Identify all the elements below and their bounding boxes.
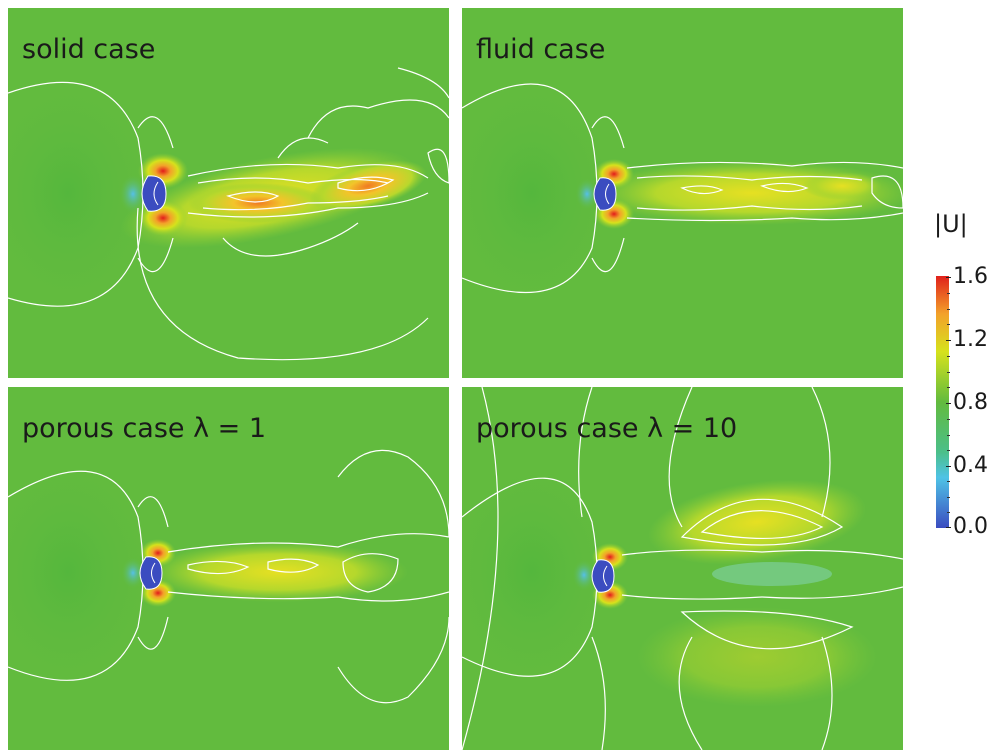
colorbar-minor-tick xyxy=(947,497,950,498)
colorbar-minor-tick xyxy=(947,450,950,451)
colorbar-minor-tick xyxy=(947,387,950,388)
colorbar-minor-tick xyxy=(947,435,950,436)
porous-case-lambda-1-flow-field xyxy=(8,387,449,750)
colorbar-minor-tick xyxy=(947,372,950,373)
colorbar-tick-label: 1.6 xyxy=(953,264,988,289)
panel-title: porous case λ = 10 xyxy=(476,413,738,444)
colorbar-title: |U| xyxy=(934,210,968,238)
colorbar-minor-tick xyxy=(947,309,950,310)
panel-title: solid case xyxy=(22,34,156,65)
colorbar-tick-mark xyxy=(946,466,951,467)
fluid-case-panel: fluid case xyxy=(462,8,903,378)
colorbar-minor-tick xyxy=(947,324,950,325)
colorbar-tick-mark xyxy=(946,340,951,341)
colorbar-minor-tick xyxy=(947,481,950,482)
porous-case-lambda-10-flow-field xyxy=(462,387,903,750)
colorbar-tick-label: 0.8 xyxy=(953,390,988,415)
porous-case-lambda-10-panel: porous case λ = 10 xyxy=(462,387,903,750)
colorbar-tick-mark xyxy=(946,403,951,404)
colorbar-minor-tick xyxy=(947,419,950,420)
panel-title: porous case λ = 1 xyxy=(22,413,267,444)
solid-case-panel: solid case xyxy=(8,8,449,378)
colorbar-minor-tick xyxy=(947,293,950,294)
colorbar xyxy=(936,276,949,528)
colorbar-tick-label: 0.0 xyxy=(953,514,988,539)
colorbar-minor-tick xyxy=(947,356,950,357)
solid-case-flow-field xyxy=(8,8,449,378)
porous-case-lambda-1-panel: porous case λ = 1 xyxy=(8,387,449,750)
colorbar-tick-mark xyxy=(946,277,951,278)
colorbar-tick-mark xyxy=(946,527,951,528)
colorbar-tick-label: 0.4 xyxy=(953,453,988,478)
panel-title: fluid case xyxy=(476,34,606,65)
colorbar-minor-tick xyxy=(947,512,950,513)
fluid-case-flow-field xyxy=(462,8,903,378)
colorbar-tick-label: 1.2 xyxy=(953,327,988,352)
